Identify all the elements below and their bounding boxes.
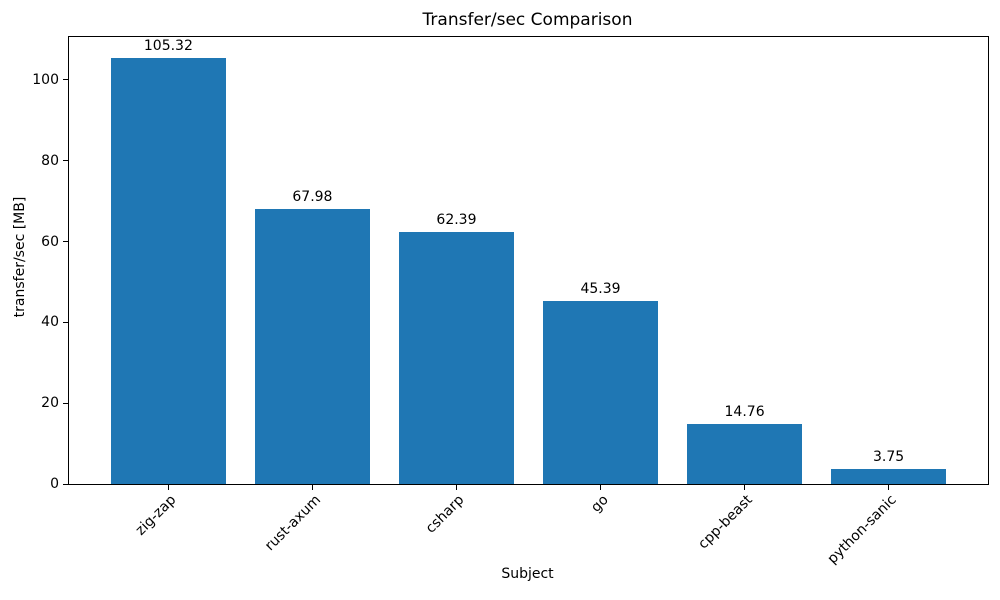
x-tick-mark xyxy=(455,485,457,490)
y-axis-label: transfer/sec [MB] xyxy=(12,196,28,318)
y-tick-mark xyxy=(63,79,68,81)
y-tick-label: 40 xyxy=(41,314,59,331)
y-tick-label: 100 xyxy=(32,71,59,88)
bar xyxy=(830,468,947,484)
y-tick-mark xyxy=(63,160,68,162)
bar-value-label: 45.39 xyxy=(580,280,621,297)
y-tick-mark xyxy=(63,402,68,404)
plot-area: 0 20 40 60 80 100 105.32 zig-zap 67.98 rust-axum 6… xyxy=(32,36,989,567)
x-tick-mark xyxy=(167,485,169,490)
x-tick-label: csharp xyxy=(423,492,468,537)
x-tick-label: cpp-beast xyxy=(695,492,756,553)
x-tick-label: rust-axum xyxy=(261,492,324,555)
x-tick-label: python-sanic xyxy=(824,492,900,568)
y-tick-mark xyxy=(63,321,68,323)
bar-value-label: 105.32 xyxy=(143,38,193,55)
bar xyxy=(110,58,226,484)
x-axis-label: Subject xyxy=(501,566,554,582)
x-tick-mark xyxy=(744,485,746,490)
bar xyxy=(398,231,515,484)
chart-title: Transfer/sec Comparison xyxy=(422,10,633,30)
bar xyxy=(686,424,803,484)
x-tick-mark xyxy=(311,485,313,490)
x-tick-mark xyxy=(888,485,890,490)
y-tick-mark xyxy=(63,241,68,242)
y-tick-label: 20 xyxy=(41,395,59,412)
bar xyxy=(254,209,371,484)
y-tick-mark xyxy=(63,483,68,485)
x-tick-label: go xyxy=(588,492,612,516)
y-tick-label: 0 xyxy=(50,476,59,492)
bar-value-label: 3.75 xyxy=(873,448,905,465)
x-tick-label: zig-zap xyxy=(133,492,180,539)
y-tick-label: 80 xyxy=(41,152,59,169)
bar-value-label: 67.98 xyxy=(292,189,333,206)
bar-value-label: 14.76 xyxy=(724,404,765,421)
y-tick-label: 60 xyxy=(41,233,59,250)
bar-value-label: 62.39 xyxy=(436,211,477,228)
x-tick-mark xyxy=(600,485,602,490)
bar xyxy=(542,300,659,484)
